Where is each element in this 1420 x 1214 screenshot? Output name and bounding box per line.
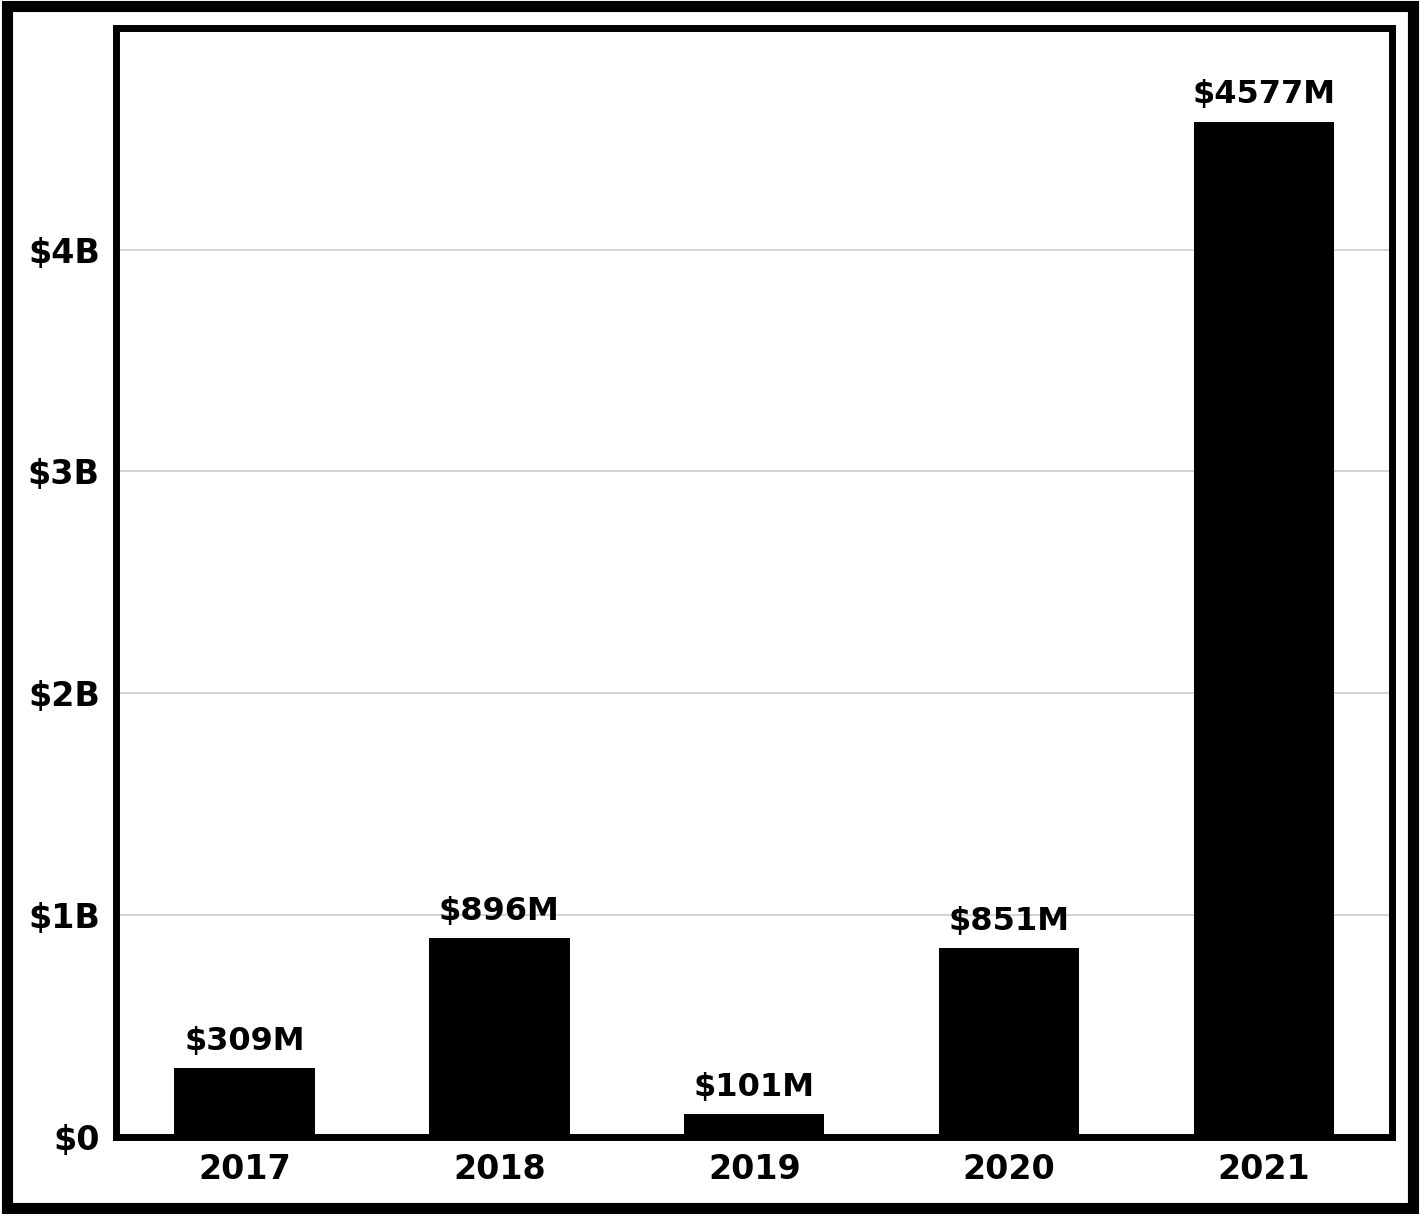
Text: $101M: $101M — [694, 1072, 815, 1104]
Bar — [1194, 121, 1335, 1136]
Text: $896M: $896M — [439, 896, 559, 926]
Text: $851M: $851M — [949, 906, 1069, 937]
Bar — [429, 938, 569, 1136]
Text: $4577M: $4577M — [1193, 79, 1336, 110]
Bar — [939, 948, 1079, 1136]
Text: $309M: $309M — [185, 1026, 305, 1057]
Bar — [175, 1068, 315, 1136]
Bar — [684, 1114, 825, 1136]
